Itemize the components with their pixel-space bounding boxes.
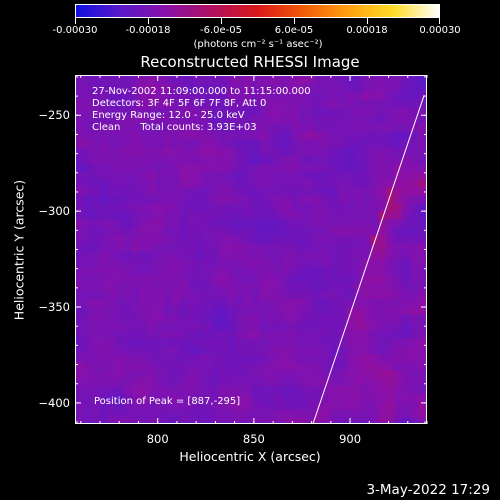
time-range-text: 27-Nov-2002 11:09:00.000 to 11:15:00.000 (92, 86, 311, 97)
colorbar-tick-label-0: -0.00030 (52, 25, 98, 36)
solar-limb-line (312, 95, 425, 423)
y-tick-label-2: −350 (38, 300, 70, 315)
clean-label: Clean (92, 122, 121, 133)
y-tick-label-0: −250 (38, 108, 70, 123)
colorbar-units-label: (photons cm⁻² s⁻¹ asec⁻²) (193, 39, 323, 50)
x-axis-label: Heliocentric X (arcsec) (179, 449, 321, 464)
colorbar-tick-label-2: -6.0e-05 (200, 25, 242, 36)
colorbar-tick-label-5: 0.00030 (419, 25, 461, 36)
plot-title: Reconstructed RHESSI Image (140, 53, 360, 71)
date-stamp: 3-May-2022 17:29 (366, 482, 490, 498)
peak-position-text: Position of Peak = [887,-295] (94, 396, 241, 407)
x-tick-label-2: 900 (339, 432, 362, 446)
total-counts-text: Total counts: 3.93E+03 (140, 122, 257, 133)
info-block: 27-Nov-2002 11:09:00.000 to 11:15:00.000… (92, 86, 311, 134)
colorbar-tick (367, 18, 368, 24)
colorbar-tick (75, 18, 76, 24)
y-axis-label: Heliocentric Y (arcsec) (11, 179, 27, 321)
y-tick-label-3: −400 (38, 395, 70, 410)
colorbar-tick (294, 18, 295, 24)
colorbar (75, 4, 440, 18)
plot-area: 27-Nov-2002 11:09:00.000 to 11:15:00.000… (75, 75, 427, 424)
clean-counts-row: Clean Total counts: 3.93E+03 (92, 122, 311, 134)
colorbar-ticks (75, 18, 440, 26)
colorbar-tick (148, 18, 149, 24)
colorbar-tick-label-3: 6.0e-05 (274, 25, 314, 36)
colorbar-tick-label-4: 0.00018 (346, 25, 388, 36)
energy-range-text: Energy Range: 12.0 - 25.0 keV (92, 110, 245, 121)
colorbar-tick-labels: -0.00030 -0.00018 -6.0e-05 6.0e-05 0.000… (0, 0, 500, 40)
y-tick-label-1: −300 (38, 204, 70, 219)
detectors-text: Detectors: 3F 4F 5F 6F 7F 8F, Att 0 (92, 98, 267, 109)
heatmap-image (76, 76, 426, 423)
plot-overlay (312, 95, 425, 423)
x-tick-label-1: 850 (242, 432, 265, 446)
colorbar-tick (221, 18, 222, 24)
x-tick-label-0: 800 (146, 432, 169, 446)
colorbar-tick (439, 18, 440, 24)
colorbar-tick-label-1: -0.00018 (125, 25, 171, 36)
